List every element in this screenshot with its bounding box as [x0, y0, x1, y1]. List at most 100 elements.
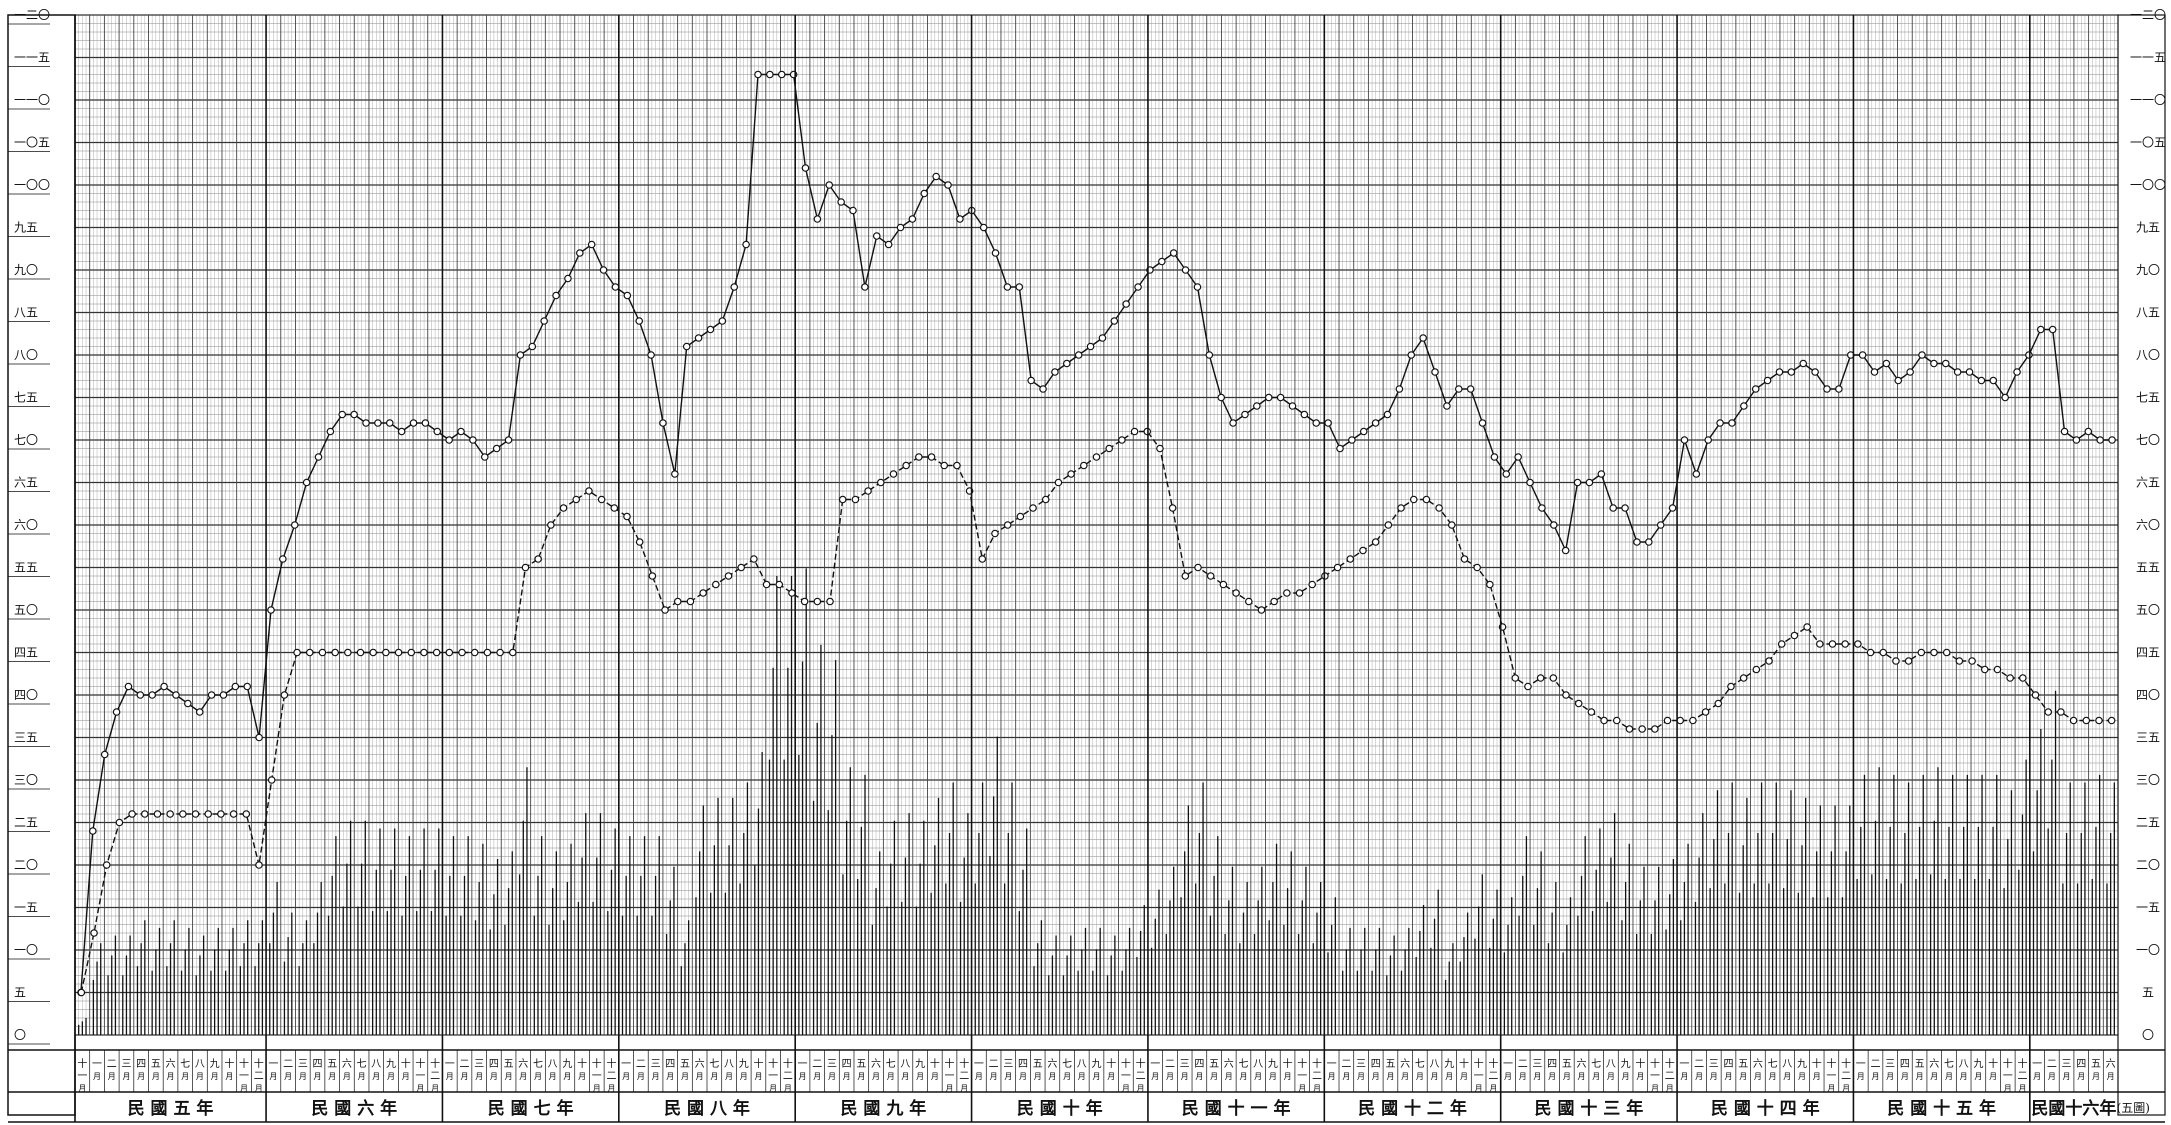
- data-point: [801, 164, 810, 172]
- month-tick-label: 二: [1165, 1059, 1175, 1070]
- month-tick-label: 月: [1151, 1072, 1159, 1081]
- month-tick-label: 一: [1327, 1059, 1337, 1070]
- data-point: [394, 648, 403, 657]
- data-point: [1511, 674, 1520, 682]
- month-tick-label: 五: [504, 1059, 514, 1070]
- month-tick-label: 六: [342, 1058, 352, 1070]
- month-tick-label: 八: [1959, 1059, 1969, 1070]
- y-tick-label: 一一五: [14, 51, 50, 65]
- data-point: [849, 206, 857, 215]
- data-point: [1980, 665, 1989, 674]
- data-point: [1993, 665, 2002, 674]
- data-point: [1858, 351, 1867, 359]
- y-tick-label: 三〇: [14, 773, 38, 787]
- month-tick-label: 月: [1225, 1072, 1233, 1081]
- data-point: [1906, 368, 1914, 376]
- month-tick-label: 十: [1665, 1057, 1675, 1070]
- data-point: [1680, 436, 1689, 444]
- data-point: [1538, 504, 1546, 512]
- data-point: [407, 648, 416, 657]
- month-tick-label: 月: [769, 1084, 777, 1093]
- data-point: [255, 861, 263, 869]
- data-point: [623, 291, 632, 300]
- month-tick-label: 月: [681, 1072, 689, 1081]
- month-tick-label: 月: [167, 1072, 175, 1081]
- data-point: [1478, 419, 1487, 427]
- data-point: [1383, 410, 1392, 419]
- month-tick-label: 九: [1973, 1058, 1983, 1070]
- data-point: [1549, 674, 1558, 682]
- month-tick-label: 六: [871, 1058, 881, 1070]
- month-tick-label: 十: [224, 1057, 234, 1070]
- month-tick-label: 二: [2047, 1059, 2057, 1070]
- month-tick-label: 月: [225, 1072, 233, 1081]
- data-point: [1930, 648, 1938, 657]
- data-point: [991, 249, 1000, 257]
- month-tick-label: 月: [78, 1084, 86, 1093]
- data-point: [1815, 640, 1824, 648]
- data-point: [1232, 589, 1240, 597]
- data-point: [1074, 351, 1083, 359]
- data-point: [148, 691, 157, 699]
- data-point: [1841, 640, 1849, 648]
- data-point: [90, 929, 98, 937]
- month-tick-label: 月: [652, 1072, 660, 1081]
- data-point: [788, 589, 796, 597]
- data-point: [326, 427, 335, 436]
- data-point: [940, 461, 949, 470]
- month-tick-label: 十: [430, 1057, 440, 1070]
- month-tick-label: 一: [1503, 1059, 1513, 1070]
- data-point: [1787, 368, 1796, 376]
- y-tick-label: 五〇: [14, 603, 38, 617]
- month-tick-label: 三: [298, 1059, 308, 1070]
- data-point: [470, 648, 479, 657]
- data-point: [191, 810, 200, 818]
- month-tick-label: 月: [1563, 1072, 1571, 1081]
- month-tick-label: 四: [1194, 1059, 1204, 1070]
- year-label: 民 國 六 年: [311, 1098, 397, 1119]
- month-tick-label: 月: [2033, 1072, 2041, 1081]
- month-tick-label: 六: [1224, 1058, 1234, 1070]
- data-point: [1409, 495, 1418, 504]
- data-point: [1587, 708, 1596, 716]
- data-point: [572, 495, 581, 504]
- data-point: [1336, 444, 1344, 453]
- data-point: [991, 529, 999, 538]
- month-tick-label: 月: [1239, 1072, 1247, 1081]
- month-tick-label: 月: [1651, 1084, 1659, 1093]
- month-tick-label: 月: [1710, 1072, 1718, 1081]
- data-point: [102, 861, 111, 869]
- month-tick-label: 月: [1886, 1072, 1894, 1081]
- data-point: [1324, 419, 1332, 427]
- month-tick-label: 月: [1783, 1072, 1791, 1081]
- month-tick-label: 十: [592, 1057, 602, 1070]
- data-point: [2013, 368, 2021, 376]
- month-tick-label: 十: [1121, 1057, 1131, 1070]
- month-tick-label: 三: [651, 1059, 661, 1070]
- data-point: [1194, 563, 1202, 572]
- data-point: [136, 691, 145, 699]
- month-tick-label: 四: [842, 1059, 852, 1070]
- data-point: [242, 810, 251, 818]
- month-tick-label: 十: [1988, 1057, 1998, 1070]
- month-tick-label: 八: [1253, 1059, 1263, 1070]
- month-tick-label: 月: [901, 1072, 909, 1081]
- data-point: [587, 240, 596, 249]
- data-point: [861, 283, 869, 291]
- y-tick-label: 一一〇: [14, 93, 50, 107]
- y-tick-label: 六〇: [14, 518, 38, 532]
- month-tick-label: 二: [1488, 1071, 1498, 1082]
- data-point: [1003, 283, 1012, 291]
- data-point: [1098, 334, 1107, 342]
- month-tick-label: 月: [431, 1084, 439, 1093]
- data-point: [1168, 504, 1177, 512]
- data-point: [140, 810, 149, 818]
- data-point: [915, 453, 923, 461]
- data-point: [2025, 351, 2033, 359]
- data-point: [825, 181, 834, 189]
- month-tick-label: 五: [151, 1059, 161, 1070]
- month-tick-label: 五: [1033, 1059, 1043, 1070]
- data-point: [1105, 444, 1113, 453]
- data-point: [1942, 648, 1951, 657]
- month-tick-label: 五: [1209, 1059, 1219, 1070]
